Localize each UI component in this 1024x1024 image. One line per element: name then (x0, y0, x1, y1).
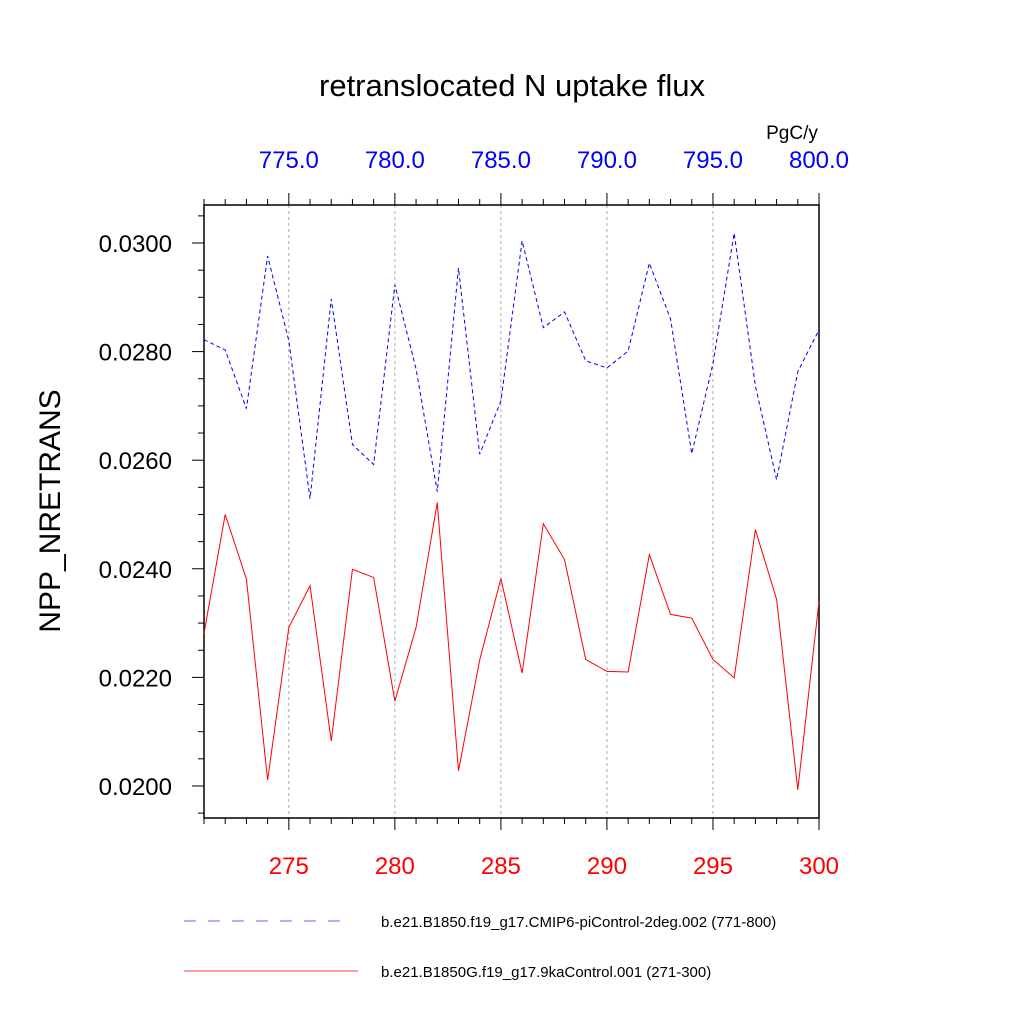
x-top-tick-label: 800.0 (789, 147, 849, 174)
chart-title: retranslocated N uptake flux (319, 68, 705, 103)
x-bottom-tick-label: 280 (375, 853, 415, 880)
x-bottom-tick-label: 275 (269, 853, 309, 880)
y-tick-label: 0.0300 (99, 231, 172, 258)
y-tick-label: 0.0240 (99, 557, 172, 584)
legend-label-0: b.e21.B1850.f19_g17.CMIP6-piControl-2deg… (381, 914, 776, 931)
series-line-0 (203, 233, 820, 499)
plot-frame (203, 204, 820, 819)
x-top-tick-label: 775.0 (259, 147, 319, 174)
x-bottom-tick-label: 290 (587, 853, 627, 880)
series-line-1 (203, 502, 820, 790)
y-tick-label: 0.0220 (99, 665, 172, 692)
y-tick-label: 0.0260 (99, 448, 172, 475)
y-tick-label: 0.0280 (99, 340, 172, 367)
x-bottom-tick-label: 285 (481, 853, 521, 880)
y-tick-label: 0.0200 (99, 774, 172, 801)
x-top-tick-label: 780.0 (365, 147, 425, 174)
x-top-tick-label: 795.0 (683, 147, 743, 174)
units-label: PgC/y (766, 123, 818, 144)
x-bottom-tick-label: 300 (799, 853, 839, 880)
legend-label-1: b.e21.B1850G.f19_g17.9kaControl.001 (271… (381, 964, 711, 981)
y-axis-label: NPP_NRETRANS (34, 389, 67, 632)
x-top-tick-label: 785.0 (471, 147, 531, 174)
x-top-tick-label: 790.0 (577, 147, 637, 174)
x-bottom-tick-label: 295 (693, 853, 733, 880)
